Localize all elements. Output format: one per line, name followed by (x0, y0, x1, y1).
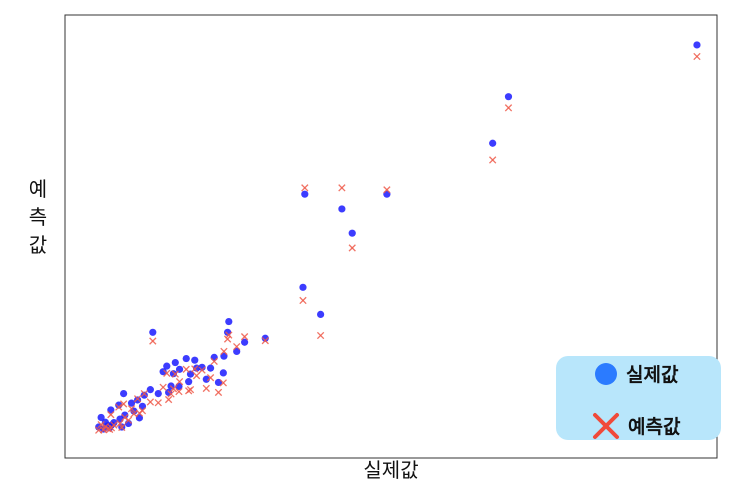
predicted-point (119, 400, 128, 408)
predicted-point (140, 389, 148, 398)
plot-marks (95, 41, 701, 434)
predicted-point (163, 369, 171, 377)
actual-point (149, 328, 157, 336)
actual-point (489, 139, 497, 147)
predicted-point (206, 374, 215, 382)
predicted-point (133, 395, 142, 403)
actual-point (121, 411, 129, 419)
actual-point (120, 389, 128, 398)
actual-point (241, 338, 249, 346)
predicted-point (164, 395, 173, 404)
legend-predicted-label: 예측값 (628, 416, 681, 438)
predicted-point (489, 156, 497, 164)
predicted-point (107, 411, 115, 419)
predicted-point (95, 426, 103, 434)
y-axis-label-char: 값 (29, 233, 47, 257)
predicted-point (301, 184, 309, 192)
predicted-point (115, 403, 123, 411)
actual-point (185, 378, 193, 386)
predicted-point (146, 398, 155, 406)
predicted-point (127, 405, 136, 413)
actual-point (140, 391, 148, 399)
predicted-point (348, 244, 356, 252)
actual-point (219, 369, 227, 377)
predicted-point (185, 387, 193, 395)
actual-point (97, 413, 105, 422)
y-axis-label-char: 측 (29, 205, 47, 229)
actual-point (223, 328, 232, 336)
actual-point (146, 386, 154, 394)
predicted-point (124, 416, 133, 424)
predicted-point (191, 365, 199, 373)
actual-point (159, 368, 167, 376)
actual-point (134, 396, 142, 404)
predicted-point (202, 384, 210, 393)
actual-point (154, 389, 162, 398)
predicted-point (240, 333, 249, 341)
actual-point (135, 414, 144, 422)
legend: 실제값 예측값 (556, 356, 721, 440)
y-axis-label: 예 측 값 (29, 177, 47, 257)
predicted-point (223, 335, 232, 343)
predicted-point (175, 377, 184, 386)
predicted-point (504, 104, 513, 112)
predicted-point (154, 399, 162, 407)
legend-predicted-marker (593, 413, 619, 439)
actual-point (206, 364, 215, 372)
predicted-point (167, 390, 175, 398)
actual-point (210, 353, 218, 361)
predicted-point (149, 337, 157, 345)
predicted-point (138, 407, 147, 415)
actual-point (163, 362, 171, 370)
predicted-point (118, 423, 126, 432)
actual-point (301, 190, 309, 198)
actual-point (338, 205, 346, 213)
actual-point (220, 352, 228, 360)
actual-point (192, 364, 201, 372)
actual-point (169, 370, 178, 378)
predicted-point (171, 370, 179, 378)
predicted-point (225, 331, 233, 339)
actual-point (261, 334, 269, 342)
predicted-point (210, 357, 218, 366)
actual-point (171, 358, 179, 367)
y-axis-label-char: 예 (29, 177, 47, 201)
actual-point (233, 347, 241, 356)
legend-actual-label: 실제값 (626, 364, 679, 386)
predicted-point (233, 342, 241, 351)
predicted-point (693, 52, 701, 61)
actual-point (127, 399, 136, 407)
predicted-point (338, 184, 346, 192)
predicted-point (182, 365, 190, 373)
predicted-point (192, 372, 201, 380)
actual-point (191, 356, 199, 364)
predicted-point (97, 420, 105, 429)
actual-point (225, 317, 233, 326)
actual-point (348, 229, 356, 237)
x-axis-label: 실제값 (363, 458, 418, 482)
predicted-point (261, 337, 269, 345)
predicted-point (383, 186, 391, 194)
actual-point (317, 310, 325, 318)
actual-point (504, 93, 513, 101)
predicted-point (105, 425, 114, 434)
predicted-point (220, 347, 228, 356)
predicted-point (219, 379, 227, 387)
legend-actual-marker (595, 363, 617, 385)
actual-point (182, 354, 190, 363)
predicted-point (299, 296, 307, 305)
actual-point (107, 406, 115, 414)
predicted-point (159, 383, 167, 391)
predicted-point (316, 331, 325, 340)
predicted-point (198, 366, 206, 374)
actual-point (693, 41, 701, 49)
predicted-point (169, 385, 178, 393)
predicted-point (116, 419, 124, 428)
actual-point (299, 283, 307, 291)
predicted-point (214, 388, 223, 397)
predicted-point (175, 387, 183, 396)
predicted-point (101, 422, 110, 431)
actual-point (202, 375, 210, 383)
